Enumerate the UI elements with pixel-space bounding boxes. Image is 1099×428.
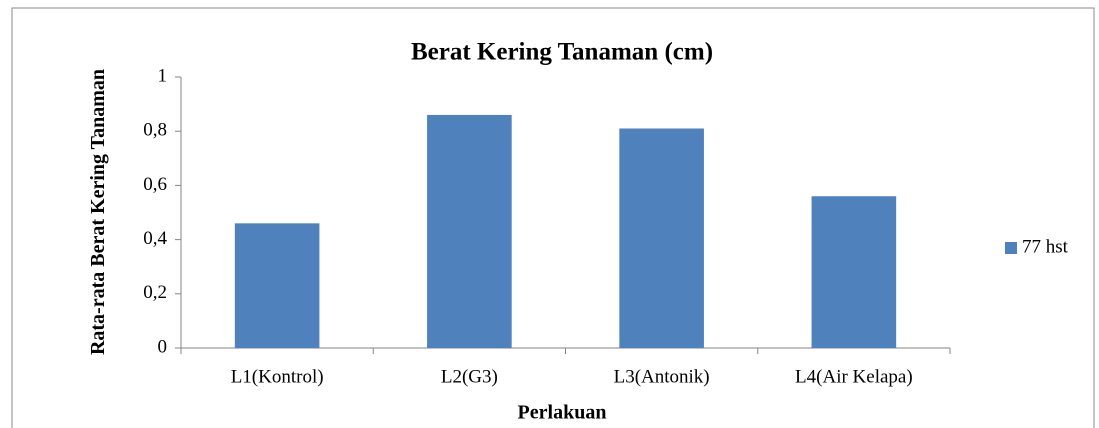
chart-frame [11,7,1095,428]
y-tick-label: 0,4 [143,228,167,249]
y-tick-label: 0,6 [143,174,167,195]
y-axis-label: Rata-rata Berat Kering Tanaman [87,68,109,356]
x-tick-label: L2(G3) [441,366,498,387]
x-tick-label: L3(Antonik) [614,366,710,387]
legend-swatch [1005,242,1017,254]
legend-label: 77 hst [1022,236,1069,257]
bar [619,128,704,348]
y-tick-label: 0 [158,336,168,357]
bar [234,223,320,348]
bar [811,196,897,348]
x-tick-label: L1(Kontrol) [231,366,324,387]
chart-title: Berat Kering Tanaman (cm) [411,39,713,66]
y-tick-label: 0,8 [143,120,167,141]
bar [427,114,512,348]
x-tick-label: L4(Air Kelapa) [795,366,913,387]
y-tick-label: 0,2 [143,282,167,303]
y-tick-label: 1 [158,65,168,86]
x-axis-label: Perlakuan [518,402,607,424]
